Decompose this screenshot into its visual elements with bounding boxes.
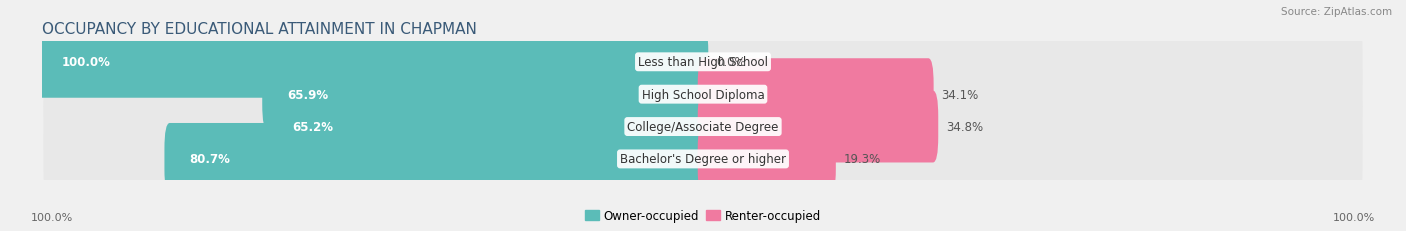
Text: Bachelor's Degree or higher: Bachelor's Degree or higher: [620, 153, 786, 166]
Legend: Owner-occupied, Renter-occupied: Owner-occupied, Renter-occupied: [579, 205, 827, 227]
Text: 80.7%: 80.7%: [190, 153, 231, 166]
FancyBboxPatch shape: [44, 56, 1362, 134]
FancyBboxPatch shape: [267, 91, 709, 163]
Text: 65.2%: 65.2%: [292, 121, 333, 134]
Text: OCCUPANCY BY EDUCATIONAL ATTAINMENT IN CHAPMAN: OCCUPANCY BY EDUCATIONAL ATTAINMENT IN C…: [42, 22, 477, 37]
Text: 65.9%: 65.9%: [287, 88, 329, 101]
Text: 19.3%: 19.3%: [844, 153, 882, 166]
FancyBboxPatch shape: [697, 59, 934, 131]
Text: 100.0%: 100.0%: [62, 56, 111, 69]
FancyBboxPatch shape: [697, 91, 938, 163]
Text: Less than High School: Less than High School: [638, 56, 768, 69]
Text: 0.0%: 0.0%: [716, 56, 745, 69]
Text: 100.0%: 100.0%: [31, 212, 73, 222]
Text: High School Diploma: High School Diploma: [641, 88, 765, 101]
FancyBboxPatch shape: [697, 123, 835, 195]
FancyBboxPatch shape: [44, 88, 1362, 166]
Text: Source: ZipAtlas.com: Source: ZipAtlas.com: [1281, 7, 1392, 17]
FancyBboxPatch shape: [44, 24, 1362, 101]
FancyBboxPatch shape: [37, 27, 709, 98]
Text: College/Associate Degree: College/Associate Degree: [627, 121, 779, 134]
Text: 34.1%: 34.1%: [942, 88, 979, 101]
FancyBboxPatch shape: [263, 59, 709, 131]
Text: 34.8%: 34.8%: [946, 121, 983, 134]
Text: 100.0%: 100.0%: [1333, 212, 1375, 222]
FancyBboxPatch shape: [44, 121, 1362, 198]
FancyBboxPatch shape: [165, 123, 709, 195]
